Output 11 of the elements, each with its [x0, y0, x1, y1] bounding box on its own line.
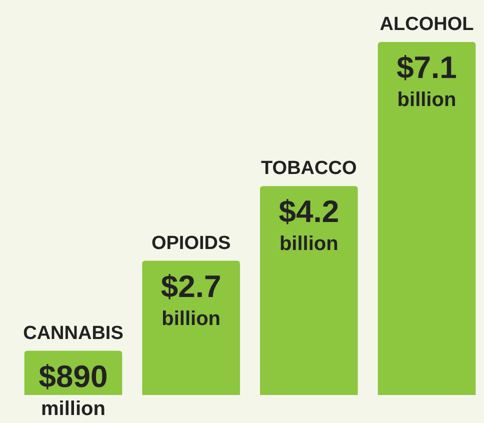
x-tick-label: OPIOIDS — [151, 232, 231, 254]
x-tick-label: ALCOHOL — [380, 14, 474, 35]
data-label: $2.7 billion — [160, 268, 222, 330]
x-tick-label: TOBACCO — [261, 158, 357, 180]
bar — [378, 42, 476, 395]
bar — [260, 186, 358, 395]
x-tick-label: CANNABIS — [23, 322, 124, 344]
data-label: $4.2 billion — [278, 194, 340, 256]
bar — [142, 260, 240, 395]
data-label: $890 million — [38, 358, 108, 420]
data-label: $7.1 billion — [396, 50, 457, 111]
